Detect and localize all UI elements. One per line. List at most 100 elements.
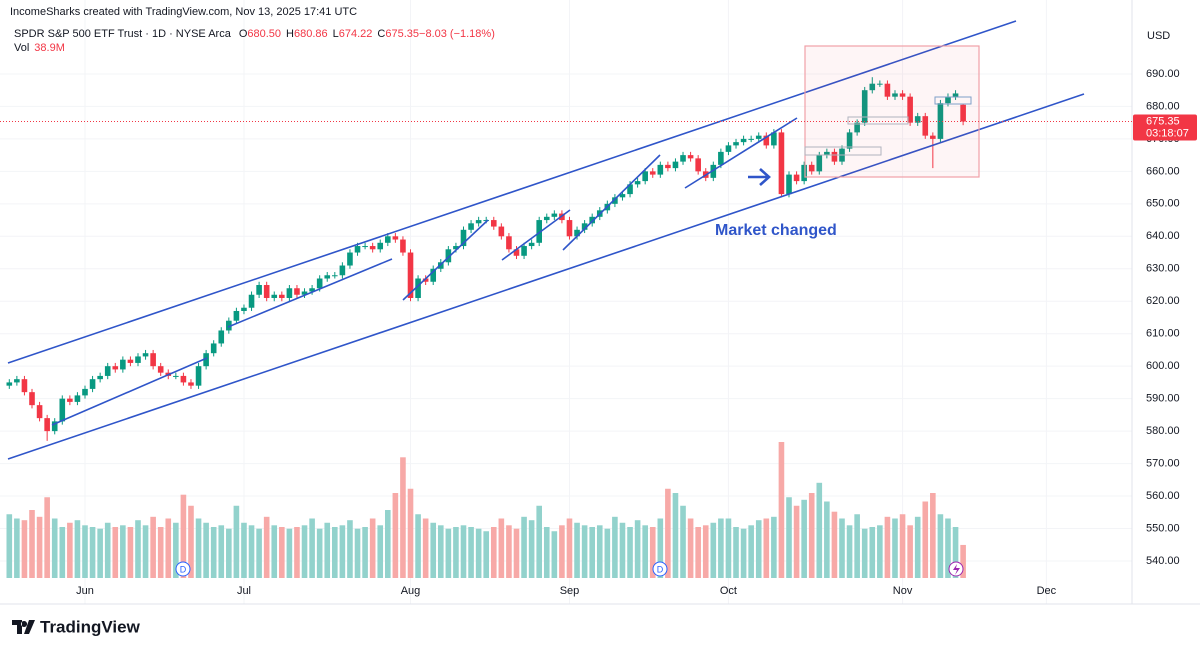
- legend-value: −8.03 (−1.18%): [419, 28, 495, 40]
- candle-body: [755, 135, 762, 139]
- volume-bar: [490, 527, 497, 578]
- trend-line: [51, 357, 208, 426]
- candle-body: [551, 213, 558, 217]
- candle-body: [960, 104, 966, 122]
- range-box: [847, 116, 909, 125]
- volume-bar: [460, 525, 467, 578]
- volume-bar: [786, 497, 792, 578]
- volume-bar: [604, 528, 611, 578]
- volume-bar: [513, 528, 520, 578]
- candle-body: [400, 239, 406, 253]
- volume-bar: [437, 525, 444, 578]
- candle-body: [324, 275, 331, 279]
- y-tick-label: 550.00: [1146, 522, 1180, 534]
- trend-line: [562, 154, 661, 251]
- highlight-box: [804, 45, 980, 178]
- volume-bar: [430, 522, 437, 578]
- volume-bar: [854, 514, 860, 578]
- volume-bar: [301, 525, 308, 578]
- dividend-label: D: [657, 564, 664, 574]
- candle-body: [877, 83, 883, 85]
- volume-bar: [861, 528, 868, 578]
- x-tick-label: Aug: [401, 585, 421, 597]
- volume-bar: [914, 516, 921, 578]
- volume-bar: [907, 525, 913, 578]
- volume-bar: [422, 518, 429, 578]
- candle-body: [627, 184, 633, 195]
- volume-bar: [6, 514, 13, 578]
- volume-bar: [687, 518, 694, 578]
- candle-body: [120, 359, 126, 370]
- volume-bar: [59, 527, 66, 578]
- candle-body: [142, 353, 149, 357]
- volume-bar: [869, 527, 876, 578]
- volume-bar: [657, 518, 664, 578]
- range-box: [804, 146, 882, 156]
- logo-icon: [12, 620, 35, 634]
- volume-bar: [543, 527, 550, 578]
- candle-body: [483, 220, 490, 222]
- legend-key: C: [377, 28, 385, 40]
- volume-bar: [733, 527, 739, 578]
- y-tick-label: 620.00: [1146, 295, 1180, 307]
- volume-bar: [710, 522, 717, 578]
- legend-value: 680.86: [294, 28, 328, 40]
- candle-body: [665, 164, 671, 169]
- candle-body: [922, 116, 929, 136]
- volume-bar: [846, 525, 853, 578]
- candle-body: [695, 158, 701, 172]
- candle-body: [831, 151, 838, 162]
- volume-bar: [21, 520, 28, 578]
- volume-bar: [29, 510, 35, 578]
- volume-bar: [839, 518, 845, 578]
- volume-bar: [581, 525, 588, 578]
- candle-body: [536, 220, 542, 243]
- volume-bar: [316, 528, 323, 578]
- candle-body: [513, 249, 520, 256]
- candle-body: [475, 220, 482, 224]
- y-tick-label: 540.00: [1146, 555, 1180, 567]
- volume-bar: [960, 544, 966, 578]
- annotation: Market changed: [715, 222, 837, 239]
- candle-body: [574, 229, 580, 237]
- candle-body: [89, 379, 96, 389]
- dividend-marker: [652, 561, 668, 577]
- candle-body: [808, 164, 815, 172]
- volume-bar: [748, 525, 754, 578]
- candle-body: [453, 246, 459, 250]
- legend-value: 674.22: [339, 28, 373, 40]
- candle-body: [173, 375, 179, 377]
- candle-body: [21, 379, 28, 393]
- volume-bar: [702, 525, 709, 578]
- candle-body: [104, 366, 111, 376]
- volume-bar: [892, 518, 898, 578]
- candle-body: [271, 294, 278, 298]
- volume-bar: [407, 488, 414, 578]
- volume-bar: [226, 528, 232, 578]
- brand-logo: TradingView: [12, 617, 141, 636]
- candle-body: [286, 288, 293, 298]
- volume-bar: [740, 528, 747, 578]
- volume-bar: [218, 525, 225, 578]
- volume-bar: [649, 527, 656, 578]
- volume-bar: [771, 516, 777, 578]
- volume-bar: [112, 527, 119, 578]
- volume-bar: [596, 525, 603, 578]
- drawings: [7, 20, 1085, 460]
- volume-bar: [135, 520, 141, 578]
- volume-bar: [36, 516, 43, 578]
- candle-body: [642, 171, 648, 182]
- volume-bar: [173, 522, 179, 578]
- candle-body: [256, 285, 262, 295]
- candle-body: [816, 155, 823, 172]
- volume-bar: [793, 505, 800, 578]
- candle-body: [786, 174, 792, 195]
- candle-body: [203, 353, 209, 367]
- volume-bar: [233, 505, 240, 578]
- volume-bar: [718, 518, 724, 578]
- watermark: IncomeSharks created with TradingView.co…: [10, 6, 357, 18]
- candle-body: [528, 242, 535, 247]
- volume-bar: [899, 514, 906, 578]
- candle-body: [498, 226, 505, 237]
